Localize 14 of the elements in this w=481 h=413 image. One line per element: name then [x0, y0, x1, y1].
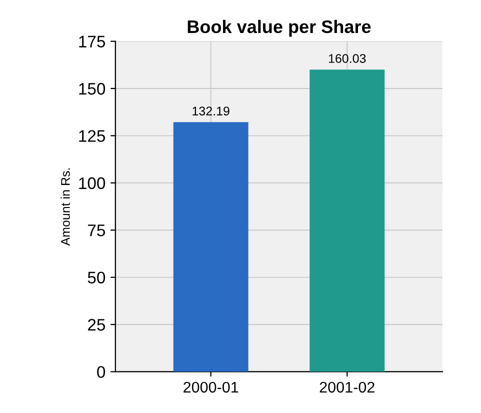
y-tick-label: 125 [79, 130, 106, 142]
x-tick-label: 2000-01 [184, 382, 238, 393]
chart-title: Book value per Share [188, 20, 371, 37]
y-tick-label: 75 [88, 224, 106, 236]
y-tick-label: 100 [79, 177, 106, 190]
y-tick-label: 175 [79, 36, 106, 48]
y-tick-label: 50 [88, 272, 106, 284]
y-tick-label: 0 [97, 366, 106, 378]
x-tick-label: 2001-02 [320, 382, 374, 393]
y-tick-label: 150 [79, 82, 106, 95]
data-label: 160.03 [328, 54, 366, 63]
y-tick-label: 25 [88, 318, 106, 331]
y-axis-title: Amount in Rs. [60, 168, 70, 246]
data-label: 132.19 [192, 106, 230, 116]
